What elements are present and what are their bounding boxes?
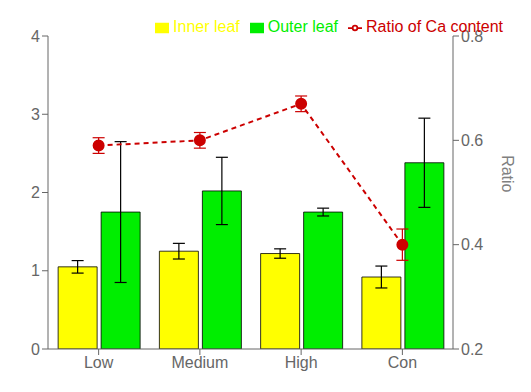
svg-text:0.8: 0.8 xyxy=(461,28,483,45)
svg-text:3: 3 xyxy=(31,106,40,123)
svg-text:0.2: 0.2 xyxy=(461,341,483,358)
svg-text:1: 1 xyxy=(31,262,40,279)
svg-text:4: 4 xyxy=(31,28,40,45)
svg-text:2: 2 xyxy=(31,184,40,201)
svg-text:Con: Con xyxy=(388,354,417,371)
svg-text:0.6: 0.6 xyxy=(461,132,483,149)
svg-text:Low: Low xyxy=(84,354,114,371)
svg-text:Ratio: Ratio xyxy=(499,155,516,192)
svg-text:Medium: Medium xyxy=(171,354,228,371)
svg-text:0: 0 xyxy=(31,341,40,358)
svg-text:High: High xyxy=(285,354,318,371)
svg-text:0.4: 0.4 xyxy=(461,236,483,253)
